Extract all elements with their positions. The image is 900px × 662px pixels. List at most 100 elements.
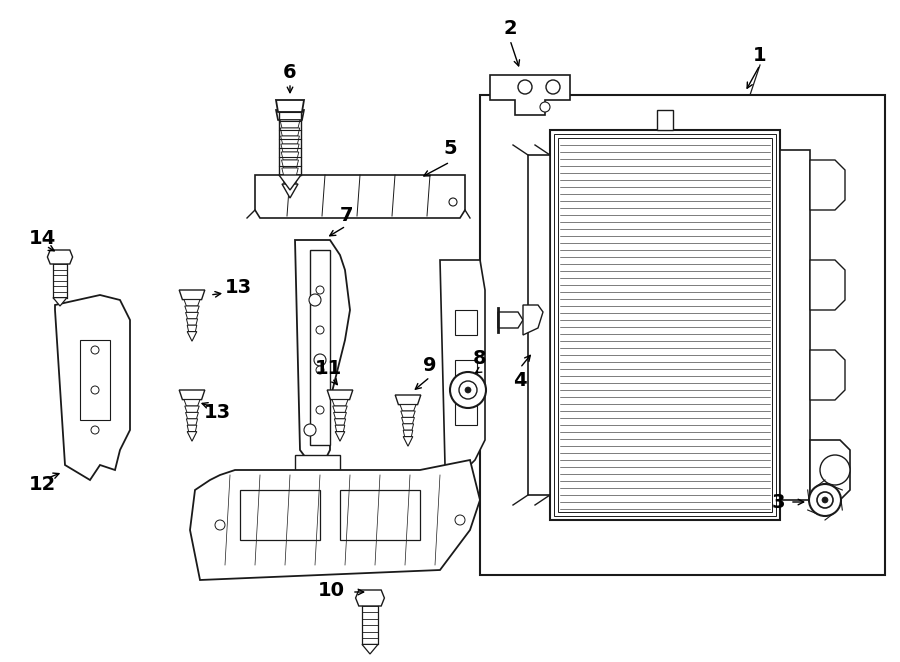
- Polygon shape: [362, 644, 378, 654]
- Circle shape: [91, 346, 99, 354]
- Circle shape: [316, 406, 324, 414]
- Polygon shape: [55, 295, 130, 480]
- Polygon shape: [310, 250, 330, 445]
- Polygon shape: [186, 419, 198, 425]
- Bar: [558, 138, 772, 512]
- Text: 7: 7: [339, 205, 353, 224]
- Polygon shape: [332, 400, 348, 406]
- Circle shape: [91, 426, 99, 434]
- Text: 3: 3: [771, 493, 785, 512]
- Polygon shape: [53, 298, 67, 306]
- Polygon shape: [282, 168, 298, 176]
- Polygon shape: [187, 425, 197, 432]
- Text: 2: 2: [503, 19, 517, 38]
- Bar: [455, 400, 477, 425]
- Polygon shape: [276, 100, 304, 112]
- Polygon shape: [282, 160, 299, 168]
- Polygon shape: [280, 128, 300, 136]
- Polygon shape: [780, 150, 810, 500]
- Circle shape: [91, 386, 99, 394]
- Polygon shape: [185, 312, 198, 319]
- Circle shape: [316, 286, 324, 294]
- Polygon shape: [281, 152, 299, 160]
- Text: 4: 4: [513, 371, 526, 389]
- Polygon shape: [282, 176, 298, 184]
- Polygon shape: [395, 395, 421, 404]
- Text: 13: 13: [225, 277, 252, 297]
- Polygon shape: [356, 590, 384, 606]
- Polygon shape: [400, 404, 416, 411]
- Polygon shape: [281, 136, 300, 144]
- Text: 8: 8: [473, 348, 487, 367]
- Circle shape: [546, 80, 560, 94]
- Bar: [657, 110, 673, 130]
- Circle shape: [822, 497, 828, 503]
- Polygon shape: [187, 432, 197, 441]
- Polygon shape: [184, 406, 199, 412]
- Bar: [455, 310, 477, 335]
- Polygon shape: [490, 75, 570, 115]
- Polygon shape: [403, 430, 413, 437]
- Circle shape: [459, 381, 477, 399]
- Circle shape: [817, 492, 833, 508]
- Polygon shape: [276, 110, 304, 120]
- Polygon shape: [184, 400, 200, 406]
- Polygon shape: [255, 175, 465, 218]
- Polygon shape: [334, 412, 346, 419]
- Polygon shape: [402, 424, 414, 430]
- Text: 6: 6: [284, 62, 297, 81]
- Text: 1: 1: [753, 46, 767, 64]
- Text: 13: 13: [203, 402, 230, 422]
- Circle shape: [449, 198, 457, 206]
- Polygon shape: [281, 144, 299, 152]
- Polygon shape: [185, 412, 198, 419]
- Circle shape: [518, 80, 532, 94]
- Polygon shape: [184, 300, 200, 306]
- Circle shape: [450, 372, 486, 408]
- Polygon shape: [295, 240, 350, 470]
- Text: 11: 11: [314, 359, 342, 377]
- Text: 12: 12: [29, 475, 56, 495]
- Polygon shape: [190, 460, 480, 580]
- Polygon shape: [186, 319, 198, 325]
- Text: 9: 9: [423, 355, 436, 375]
- Circle shape: [455, 515, 465, 525]
- Polygon shape: [401, 418, 414, 424]
- Text: 5: 5: [443, 138, 457, 158]
- Circle shape: [820, 455, 850, 485]
- Bar: [455, 360, 477, 385]
- Circle shape: [540, 102, 550, 112]
- Polygon shape: [179, 390, 205, 400]
- Polygon shape: [335, 432, 345, 441]
- Polygon shape: [523, 305, 543, 335]
- Polygon shape: [184, 306, 199, 312]
- Polygon shape: [810, 440, 850, 500]
- Polygon shape: [810, 160, 845, 210]
- Bar: [80, 340, 110, 420]
- Polygon shape: [335, 425, 345, 432]
- Polygon shape: [400, 411, 415, 418]
- Circle shape: [215, 520, 225, 530]
- Polygon shape: [528, 155, 550, 495]
- Polygon shape: [810, 260, 845, 310]
- Text: 14: 14: [29, 228, 56, 248]
- Text: 10: 10: [318, 581, 345, 600]
- Polygon shape: [279, 175, 301, 190]
- Polygon shape: [335, 419, 346, 425]
- Polygon shape: [280, 120, 300, 128]
- Polygon shape: [187, 325, 197, 332]
- Polygon shape: [333, 406, 347, 412]
- Polygon shape: [187, 332, 197, 341]
- Bar: [554, 134, 776, 516]
- Circle shape: [314, 354, 326, 366]
- Polygon shape: [440, 260, 485, 475]
- Polygon shape: [282, 184, 298, 198]
- Polygon shape: [810, 350, 845, 400]
- Bar: [550, 130, 780, 520]
- Polygon shape: [179, 290, 205, 300]
- Bar: [340, 490, 420, 540]
- Polygon shape: [403, 437, 413, 446]
- Polygon shape: [328, 390, 353, 400]
- Circle shape: [809, 484, 841, 516]
- Bar: [240, 490, 320, 540]
